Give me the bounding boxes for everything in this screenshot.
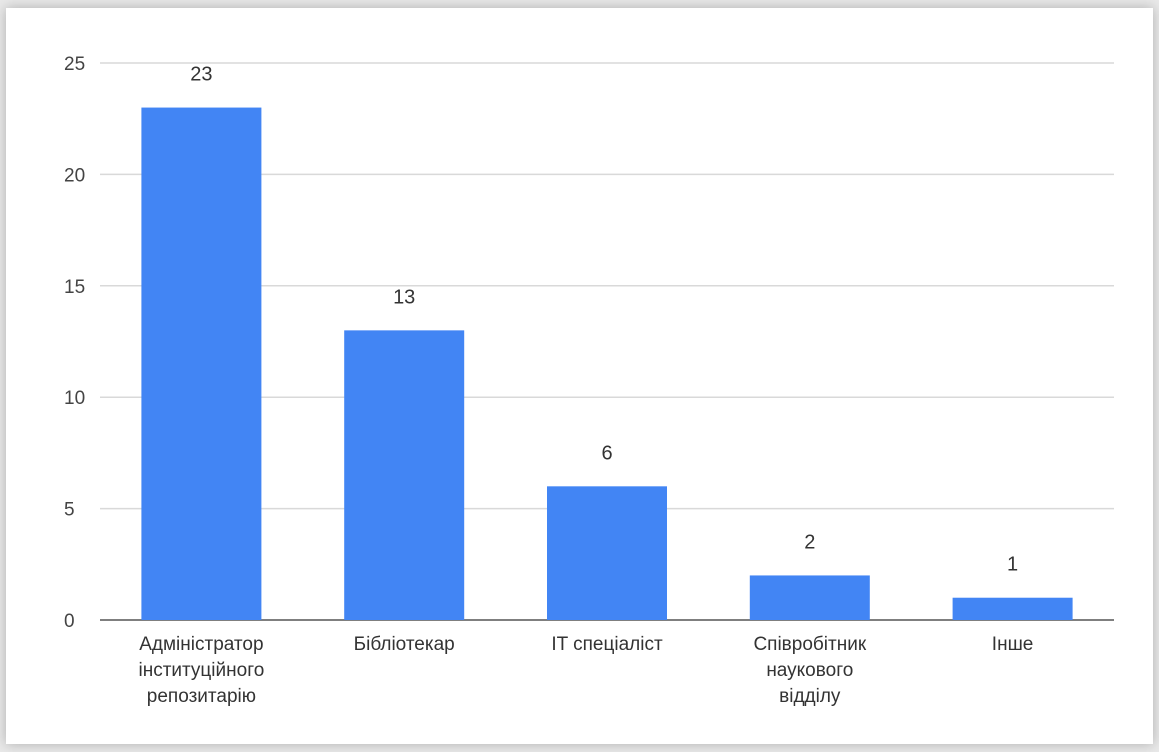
x-tick-label-line: наукового — [766, 660, 853, 681]
y-tick-label: 25 — [64, 54, 85, 75]
y-tick-label: 10 — [64, 388, 85, 409]
x-tick-label-line: репозитарію — [147, 686, 256, 707]
bar[interactable] — [547, 486, 667, 620]
x-tick-label: Адміністратор інституційного репозитарію — [138, 634, 264, 707]
data-label: 13 — [393, 286, 415, 308]
bar[interactable] — [141, 107, 262, 620]
data-label: 6 — [601, 442, 612, 464]
x-tick-label-line: інституційного — [138, 660, 264, 681]
bar[interactable] — [749, 575, 870, 620]
chart-card: 0 5 10 15 20 25 23 Адміністратор інституційного… — [6, 8, 1153, 744]
x-tick-label: Бібліотекар — [354, 634, 455, 655]
x-tick-label-line: відділу — [779, 686, 841, 707]
y-tick-label: 0 — [64, 611, 75, 632]
x-tick-label-line: Адміністратор — [139, 634, 263, 655]
x-tick-label-line: Бібліотекар — [354, 634, 455, 655]
x-tick-label: IT спеціаліст — [551, 634, 663, 655]
x-tick-label: Співробітник наукового відділу — [753, 634, 866, 707]
data-label: 23 — [190, 64, 212, 86]
x-tick-label-line: IT спеціаліст — [551, 634, 663, 655]
y-tick-label: 20 — [64, 165, 85, 186]
y-tick-label: 5 — [64, 500, 75, 521]
data-label: 1 — [1007, 554, 1018, 576]
x-tick-label-line: Співробітник — [753, 634, 866, 655]
bar[interactable] — [952, 597, 1073, 620]
x-tick-label: Інше — [992, 634, 1034, 655]
x-tick-label-line: Інше — [992, 634, 1034, 655]
y-tick-label: 15 — [64, 277, 85, 298]
bar[interactable] — [344, 330, 465, 620]
bar-chart: 0 5 10 15 20 25 23 Адміністратор інституційного… — [64, 54, 1114, 707]
data-label: 2 — [804, 531, 815, 553]
